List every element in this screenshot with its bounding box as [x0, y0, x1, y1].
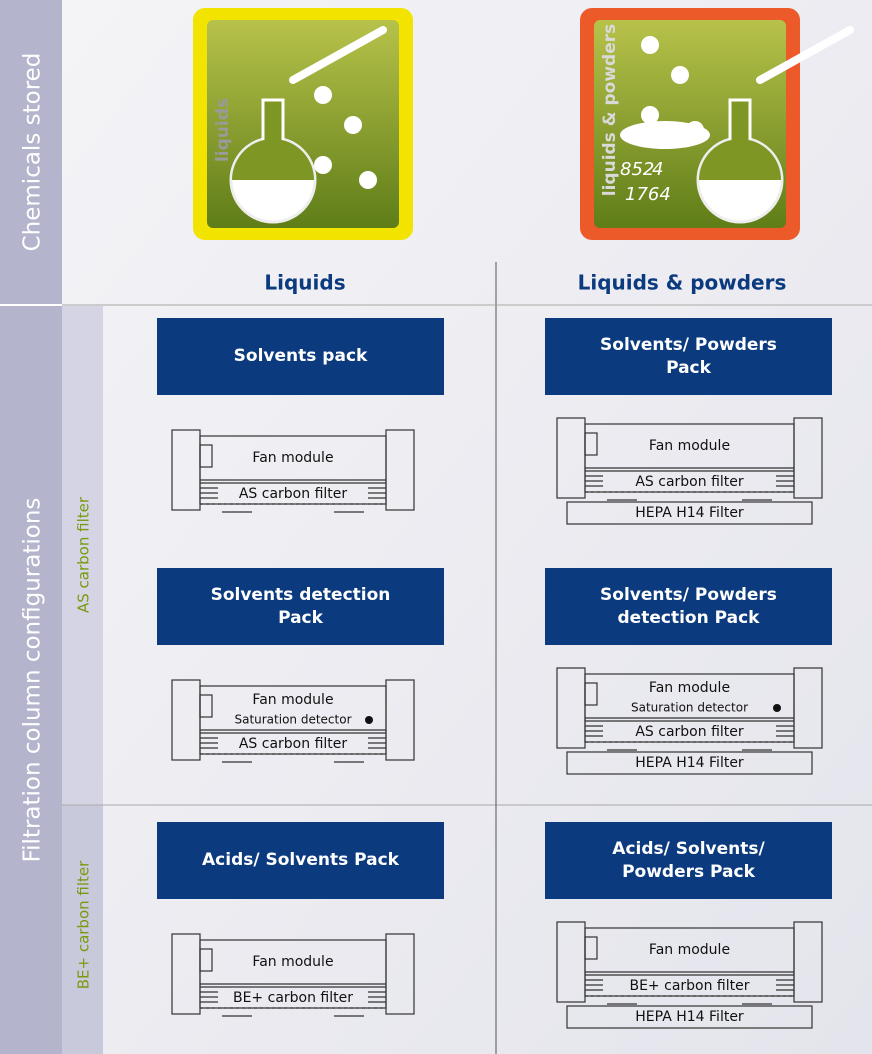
icon-label: liquids [213, 98, 233, 162]
hepa-label: HEPA H14 Filter [635, 755, 744, 771]
hepa [566, 501, 813, 525]
flask-liquid [232, 139, 314, 180]
fan-label: Fan module [252, 692, 333, 708]
icon-number: 1764 [625, 184, 671, 205]
fan-label: Fan module [252, 450, 333, 466]
fan-label: Fan module [649, 438, 730, 454]
molecule [641, 36, 659, 54]
pack-title: Solvents/ Powders detection Pack [545, 568, 832, 645]
side-header: Chemicals stored [20, 53, 46, 252]
machine: Fan module BE+ carbon filter [171, 933, 415, 1017]
filter-label: AS carbon filter [635, 474, 744, 490]
molecule [344, 116, 362, 134]
fan-label: Fan module [252, 954, 333, 970]
filter-label: BE+ carbon filter [233, 990, 353, 1006]
flask-neck [261, 98, 285, 147]
filter-label: BE+ carbon filter [629, 978, 749, 994]
fan-label: Fan module [649, 680, 730, 696]
machine: Fan module AS carbon filter HEPA H14 Filte… [556, 417, 823, 525]
pack-title: Solvents detection Pack [157, 568, 444, 645]
column-title: Liquids & powders [578, 271, 787, 295]
molecule [359, 171, 377, 189]
hepa [566, 1005, 813, 1029]
hepa [566, 751, 813, 775]
hepa-label: HEPA H14 Filter [635, 505, 744, 521]
indicator [584, 682, 598, 706]
indicator [584, 432, 598, 456]
pipette [289, 26, 387, 84]
icon-number: 4 [652, 159, 663, 180]
dish [620, 121, 710, 149]
detector-label: Saturation detector [234, 713, 351, 727]
filter-label: AS carbon filter [239, 486, 348, 502]
molecule [641, 106, 659, 124]
molecule [314, 156, 332, 174]
be-band [62, 805, 103, 1054]
side-header: Filtration column configurations [20, 498, 46, 863]
fan-label: Fan module [649, 942, 730, 958]
hepa-label: HEPA H14 Filter [635, 1009, 744, 1025]
pack-title: Acids/ Solvents/ Powders Pack [545, 822, 832, 899]
filter-label: AS carbon filter [635, 724, 744, 740]
filter-label: AS carbon filter [239, 736, 348, 752]
flask-liquid [699, 139, 781, 180]
icon-number: 852 [620, 159, 654, 180]
pack-title: Solvents/ Powders Pack [545, 318, 832, 395]
detector-label: Saturation detector [631, 701, 748, 715]
icon-label: liquids & powders [600, 24, 620, 196]
column-title: Liquids [264, 271, 345, 295]
indicator [199, 948, 213, 972]
flask-neck [728, 98, 752, 147]
molecule [314, 86, 332, 104]
side-bar [0, 0, 62, 1054]
pack-title: Solvents pack [157, 318, 444, 395]
machine: Fan module Saturation detector AS carbon f… [556, 667, 823, 775]
indicator [199, 444, 213, 468]
indicator [584, 936, 598, 960]
filter-type: BE+ carbon filter [75, 860, 93, 989]
machine: Fan module AS carbon filter [171, 429, 415, 513]
pack-title: Acids/ Solvents Pack [157, 822, 444, 899]
pipette [756, 26, 854, 84]
as-band [62, 305, 103, 805]
machine: Fan module BE+ carbon filter HEPA H14 Filt… [556, 921, 823, 1029]
detector-dot [365, 716, 373, 724]
molecule [671, 66, 689, 84]
indicator [199, 694, 213, 718]
machine: Fan module Saturation detector AS carbon f… [171, 679, 415, 763]
filter-type: AS carbon filter [75, 496, 93, 613]
detector-dot [773, 704, 781, 712]
